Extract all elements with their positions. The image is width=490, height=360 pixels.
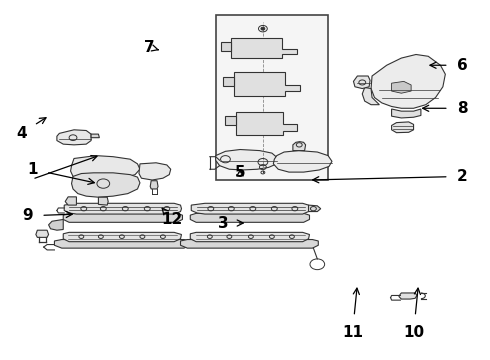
Polygon shape <box>392 109 421 118</box>
Text: 7: 7 <box>145 40 158 55</box>
Polygon shape <box>71 156 140 181</box>
Polygon shape <box>180 239 318 248</box>
Text: 11: 11 <box>342 288 363 340</box>
Polygon shape <box>64 203 181 214</box>
Polygon shape <box>63 232 181 242</box>
Polygon shape <box>191 203 310 214</box>
Polygon shape <box>190 213 310 222</box>
Text: 5: 5 <box>235 165 245 180</box>
Polygon shape <box>98 197 108 205</box>
Polygon shape <box>223 77 234 86</box>
Text: 12: 12 <box>161 208 182 227</box>
Text: 8: 8 <box>423 101 468 116</box>
Polygon shape <box>65 197 76 205</box>
Text: 10: 10 <box>403 288 424 340</box>
Polygon shape <box>190 232 310 242</box>
Polygon shape <box>54 239 190 248</box>
Polygon shape <box>57 130 91 145</box>
Polygon shape <box>392 81 411 93</box>
Polygon shape <box>362 87 379 105</box>
Polygon shape <box>150 181 158 189</box>
Polygon shape <box>139 163 171 180</box>
Polygon shape <box>273 150 332 172</box>
Polygon shape <box>91 134 99 138</box>
Polygon shape <box>231 39 297 58</box>
Polygon shape <box>236 112 297 135</box>
Polygon shape <box>399 293 417 299</box>
Polygon shape <box>216 149 278 170</box>
Polygon shape <box>293 141 306 150</box>
Polygon shape <box>234 72 299 96</box>
Text: 2: 2 <box>313 169 468 184</box>
Polygon shape <box>221 42 231 51</box>
Text: 3: 3 <box>218 216 243 230</box>
Polygon shape <box>63 213 182 222</box>
Polygon shape <box>225 116 236 126</box>
Circle shape <box>261 27 265 30</box>
Polygon shape <box>392 122 414 133</box>
Text: 4: 4 <box>16 118 46 141</box>
Text: 9: 9 <box>22 208 72 223</box>
Bar <box>216 15 328 180</box>
Polygon shape <box>309 205 321 212</box>
Text: 6: 6 <box>430 58 468 73</box>
Polygon shape <box>72 173 140 197</box>
Polygon shape <box>36 230 49 237</box>
Text: 1: 1 <box>27 162 95 184</box>
Polygon shape <box>371 54 445 108</box>
Polygon shape <box>353 76 370 89</box>
Polygon shape <box>49 220 63 230</box>
